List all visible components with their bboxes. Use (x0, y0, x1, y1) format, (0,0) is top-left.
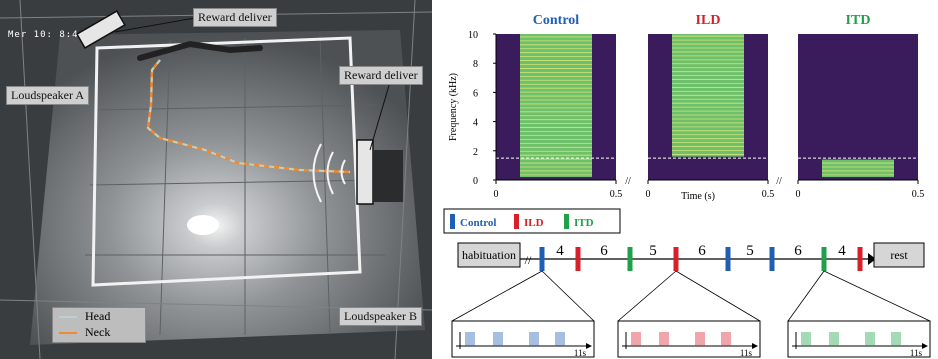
stimulus-ild (673, 247, 679, 271)
spectrogram-figure: Frequency (kHz) 0 2 4 6 8 10 Control 0 0.5 ILD 0 0.5… (448, 13, 925, 202)
x-tick-label: 0 (646, 189, 651, 200)
stimulus-control (539, 247, 545, 271)
zoom-connector (617, 270, 677, 322)
stimulus-itd (821, 247, 827, 271)
trajectory-legend: Head Neck (52, 307, 146, 343)
rest-label: rest (890, 248, 908, 262)
stimulus-control (725, 247, 731, 271)
interval-label: 6 (698, 243, 706, 259)
y-axis-label: Frequency (kHz) (448, 73, 459, 141)
loudspeaker-b-label: Loudspeaker B (339, 307, 422, 326)
legend-label-ild: ILD (524, 217, 544, 229)
arena-photo: Mer 10: 8:4 Reward deliver Reward delive… (0, 0, 432, 359)
zoom-time-label: 11s (910, 348, 923, 358)
timestamp: Mer 10: 8:4 (8, 30, 79, 40)
y-tick-label: 10 (468, 30, 478, 41)
floor-grid (85, 35, 385, 336)
tone-band (520, 34, 592, 178)
x-tick-label: 0 (494, 189, 499, 200)
reward-right-label: Reward deliver (339, 66, 423, 85)
y-tick-label: 4 (473, 118, 478, 129)
axis-break: // (776, 176, 782, 187)
zoom-arrow (752, 343, 758, 349)
zoom-box-itd (787, 320, 931, 358)
zoom-box-ild (617, 320, 761, 358)
cage-mesh (0, 0, 432, 359)
y-tick-label: 8 (473, 59, 478, 70)
tone-band (822, 159, 894, 178)
interval-label: 5 (746, 243, 754, 259)
stimulus-control (769, 247, 775, 271)
stimulus-ild (575, 247, 581, 271)
legend-neck-label: Neck (85, 325, 111, 339)
arena-boundary (91, 36, 362, 287)
habituation-box (457, 242, 521, 268)
protocol-figure: Control ILD ITD habituation // rest 4 6 5 6 5 6 4 11s… (443, 208, 931, 358)
zoom-connector (541, 270, 595, 322)
interval-label: 6 (600, 243, 608, 259)
axis-break: // (625, 176, 631, 187)
speaker-housing (373, 150, 403, 202)
panel-title: ITD (846, 13, 871, 28)
protocol-legend-box (443, 208, 621, 234)
x-tick-label: 0 (796, 189, 801, 200)
interval-label: 6 (794, 243, 802, 259)
legend-head-label: Head (85, 309, 111, 323)
panel-title: Control (533, 13, 580, 28)
legend-head: Head (59, 309, 143, 324)
legend-label-control: Control (460, 217, 496, 229)
legend-neck-swatch (59, 332, 77, 334)
habituation-label: habituation (462, 248, 516, 262)
arena-scene (0, 0, 432, 359)
interval-label: 5 (649, 243, 657, 259)
y-tick-label: 0 (473, 176, 478, 187)
legend-head-swatch (59, 316, 77, 318)
x-tick-label: 0.5 (762, 189, 775, 200)
legend-swatch-itd (564, 214, 569, 229)
speaker-a (75, 10, 126, 49)
animal-body (137, 40, 263, 61)
legend-neck: Neck (59, 325, 143, 340)
reward-top-label: Reward deliver (193, 8, 277, 27)
arena-floor (30, 30, 425, 345)
sound-waves (312, 143, 346, 203)
zoom-arrow (922, 343, 928, 349)
panel-title: ILD (696, 13, 721, 28)
legend-swatch-ild (514, 214, 519, 229)
zoom-connector (787, 270, 825, 322)
timeline-arrow (868, 253, 876, 265)
rest-box (873, 242, 925, 268)
reward-top-pointer (114, 17, 196, 33)
zoom-time-label: 11s (740, 348, 753, 358)
interval-label: 4 (838, 243, 846, 259)
zoom-box-control (451, 320, 595, 358)
zoom-connector (675, 270, 761, 322)
stimulus-ild (857, 247, 863, 271)
loudspeaker-a-label: Loudspeaker A (6, 86, 89, 105)
zoom-time-label: 11s (574, 348, 587, 358)
y-tick-label: 2 (473, 147, 478, 158)
reward-right-pointer (369, 81, 391, 151)
timeline-break: // (525, 253, 532, 267)
spectrogram-background (798, 34, 918, 180)
x-tick-label: 0.5 (610, 189, 623, 200)
light-reflection (187, 215, 219, 235)
x-axis-label: Time (s) (681, 191, 715, 202)
y-tick-label: 6 (473, 88, 478, 99)
zoom-connector (451, 270, 543, 322)
x-tick-label: 0.5 (912, 189, 925, 200)
legend-label-itd: ITD (574, 217, 594, 229)
zoom-connector (823, 270, 931, 322)
zoom-arrow (586, 343, 592, 349)
interval-label: 4 (556, 243, 564, 259)
head-trajectory (146, 59, 351, 173)
legend-swatch-control (450, 214, 455, 229)
stimulus-itd (627, 247, 633, 271)
